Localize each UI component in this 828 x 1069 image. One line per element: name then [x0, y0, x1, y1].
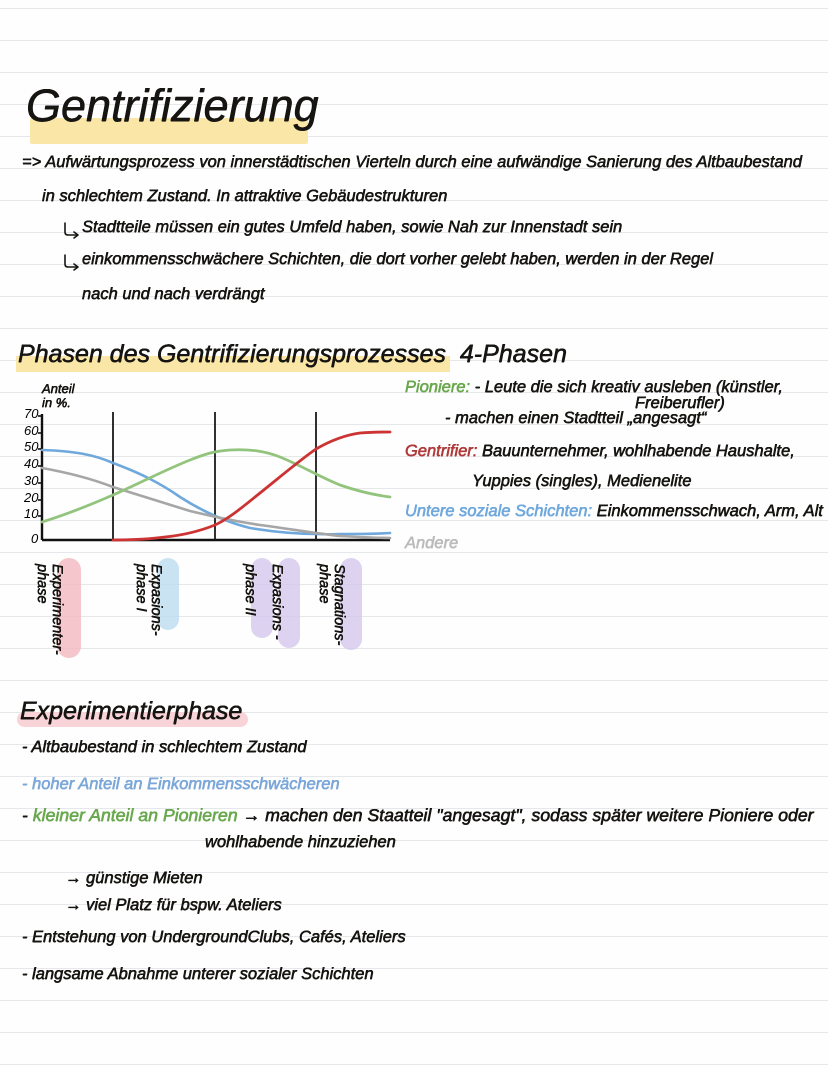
- svg-text:70: 70: [24, 406, 39, 421]
- svg-text:50: 50: [24, 439, 39, 454]
- svg-text:60: 60: [24, 423, 39, 438]
- svg-text:0: 0: [31, 531, 39, 546]
- svg-text:30: 30: [24, 473, 39, 488]
- svg-text:40: 40: [24, 456, 39, 471]
- svg-text:20: 20: [23, 490, 39, 505]
- svg-text:10: 10: [24, 506, 39, 521]
